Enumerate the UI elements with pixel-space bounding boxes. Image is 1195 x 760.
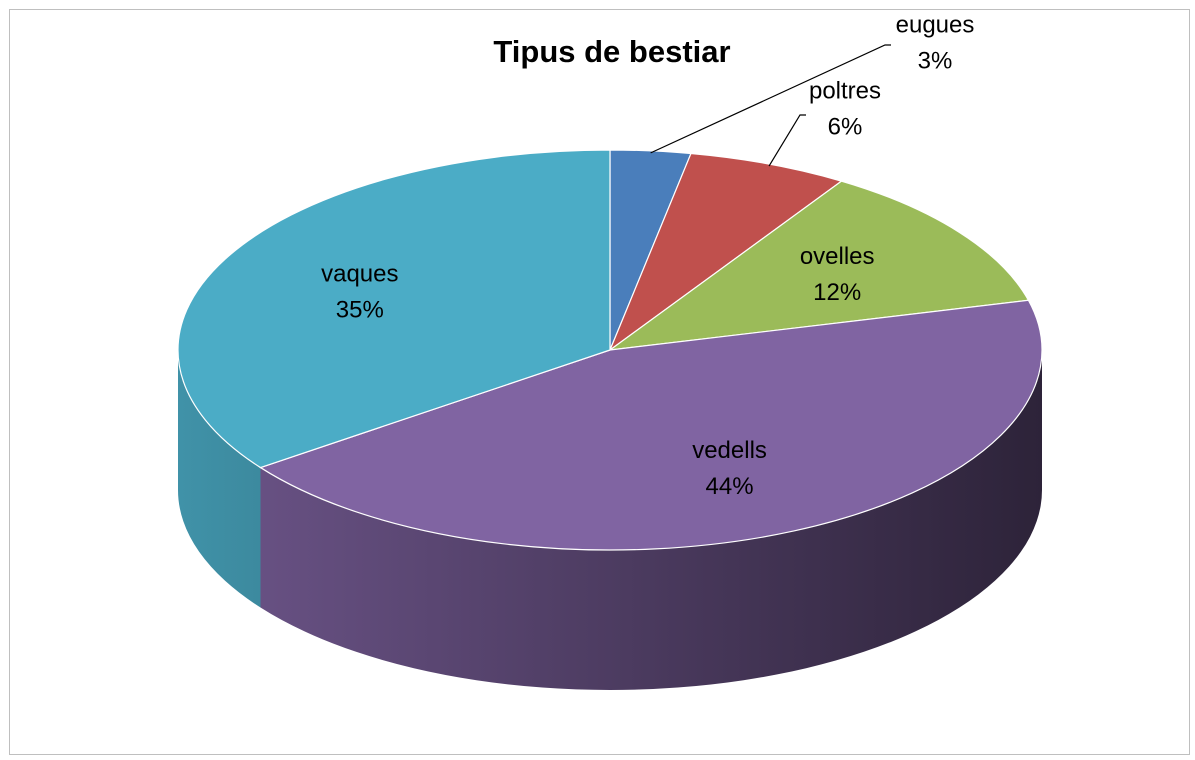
category-label: poltres [809,77,881,104]
pie-wall [178,350,261,608]
pie-labels: eugues 3% poltres 6% ovelles 12% vedells 44% vaq… [321,11,974,500]
pie-slice [608,152,843,352]
value-label: 6% [828,113,863,140]
value-label: 12% [813,279,861,306]
pie-slice [607,180,1030,351]
leader-line [650,44,891,154]
chart-title: Tipus de bestiar [493,34,730,69]
category-label: eugues [896,11,975,38]
category-label: ovelles [800,243,875,270]
pie-slice [259,299,1043,551]
leader-line [768,114,806,167]
pie-walls [178,350,1043,690]
category-label: vedells [692,437,767,464]
value-label: 3% [918,47,953,74]
pie-tops [177,149,1043,551]
value-label: 44% [706,473,754,500]
pie-slice [177,149,611,469]
pie-wall [260,350,1043,690]
value-label: 35% [336,296,384,323]
category-label: vaques [321,260,398,287]
